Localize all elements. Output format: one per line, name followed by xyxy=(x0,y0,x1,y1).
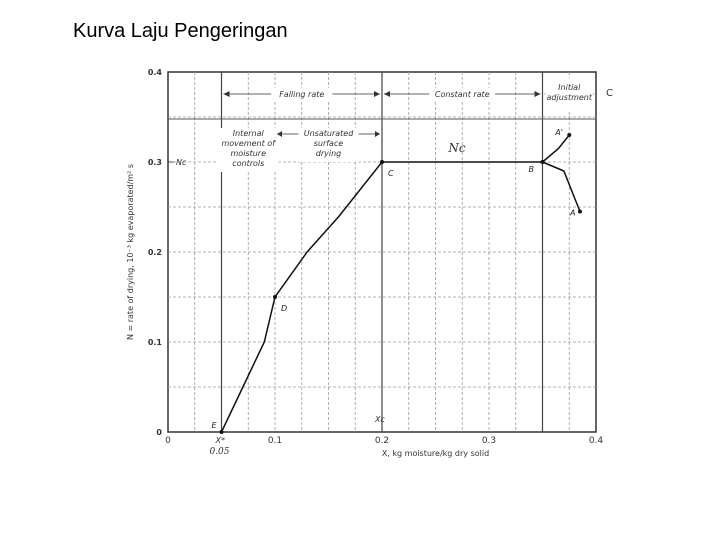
y-tick-label: 0.3 xyxy=(148,158,162,167)
region-arrow-head-left xyxy=(223,91,230,97)
region-label-bg xyxy=(545,78,594,110)
point-label: E xyxy=(212,421,218,430)
slide-title: Kurva Laju Pengeringan xyxy=(73,20,288,42)
x-tick-label: 0.4 xyxy=(589,436,604,446)
point-label: A xyxy=(569,209,575,218)
corner-c-label: C xyxy=(606,88,613,99)
point-marker xyxy=(567,133,572,137)
point-label: A' xyxy=(554,128,563,137)
region-label: Initial xyxy=(558,83,581,92)
x-tick-label: 0.3 xyxy=(482,436,496,446)
constant-rate-nc-label: Nc xyxy=(447,141,466,155)
subregion-label: drying xyxy=(316,149,341,158)
subregion-label: moisture xyxy=(231,149,267,158)
region-label-bg xyxy=(271,88,333,100)
subregion-label: Internal xyxy=(233,129,265,138)
subregion-arrow-head-left xyxy=(277,131,282,137)
equilibrium-x-label: X* xyxy=(215,436,225,445)
subregion-label-bg xyxy=(218,128,279,172)
point-label: D xyxy=(281,304,287,313)
subregion-label: surface xyxy=(314,139,344,148)
x-axis-title: X, kg moisture/kg dry solid xyxy=(382,449,489,458)
region-label: Constant rate xyxy=(435,90,490,99)
subregion-label: Unsaturated xyxy=(304,129,354,138)
x-tick-label: 0 xyxy=(165,436,171,446)
critical-x-label: Xc xyxy=(374,415,385,424)
y-axis-title: N = rate of drying, 10⁻³ kg evaporated/m… xyxy=(126,164,135,340)
region-arrow-head-left xyxy=(384,91,390,97)
series-line-2 xyxy=(542,134,570,163)
point-marker xyxy=(273,295,277,299)
subregion-label: movement of xyxy=(221,139,276,148)
point-label: C xyxy=(388,169,394,178)
region-arrow-head-right xyxy=(534,91,541,97)
region-label: Falling rate xyxy=(279,90,324,99)
subregion-label: controls xyxy=(232,159,264,168)
y-tick-label: 0.4 xyxy=(148,68,163,77)
point-label: B xyxy=(529,165,535,174)
y-tick-label: 0.1 xyxy=(148,338,163,347)
region-arrow-head-right xyxy=(374,91,380,97)
region-label: adjustment xyxy=(547,93,593,102)
series-line-1 xyxy=(220,161,543,433)
subregion-arrow-head-right xyxy=(375,131,380,137)
rate-nc-label: Nc xyxy=(176,158,187,167)
x-tick-label: 0.2 xyxy=(375,436,389,446)
equilibrium-x-value: 0.05 xyxy=(209,447,229,457)
y-tick-label: 0 xyxy=(156,428,162,437)
point-marker xyxy=(577,209,582,214)
subregion-label-bg xyxy=(298,128,359,162)
series-line-3 xyxy=(542,161,581,212)
x-tick-label: 0.1 xyxy=(268,436,282,446)
region-label-bg xyxy=(429,88,496,100)
point-marker xyxy=(219,430,224,434)
point-marker xyxy=(380,160,384,164)
y-tick-label: 0.2 xyxy=(148,248,162,257)
